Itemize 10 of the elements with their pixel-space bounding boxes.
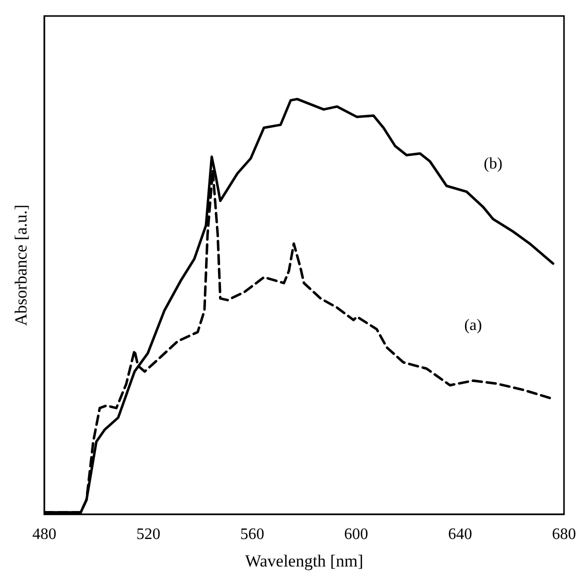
series-label: (b)	[484, 155, 502, 172]
text: (a)	[464, 316, 482, 334]
y-axis-title: Absorbance [a.u.]	[12, 204, 31, 326]
x-axis-title: Wavelength [nm]	[245, 551, 364, 570]
x-tick-label: 560	[240, 526, 264, 544]
x-tick-label: 480	[32, 526, 56, 544]
x-tick-label: 600	[344, 526, 368, 544]
x-tick-label: 520	[136, 526, 160, 544]
x-tick-label: 680	[552, 526, 576, 544]
x-tick-label: 640	[448, 526, 472, 544]
